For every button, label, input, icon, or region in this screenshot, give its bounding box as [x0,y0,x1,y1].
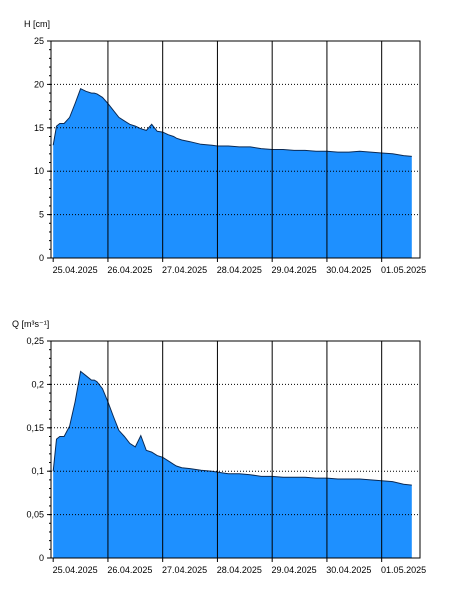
x-tick-label: 27.04.2025 [162,565,207,575]
y-tick-label: 0,25 [26,336,44,346]
discharge-chart: 0 0,05 0,1 0,15 0,2 0,25 25.04.2025 26.04.2025 2… [12,319,426,575]
y-tick-label: 10 [34,166,44,176]
x-tick-label: 01.05.2025 [381,565,426,575]
x-tick-label: 25.04.2025 [53,265,98,275]
x-tick-label: 27.04.2025 [162,265,207,275]
y-tick-label: 20 [34,79,44,89]
plot-frame [50,40,421,259]
x-tick-label: 29.04.2025 [272,265,317,275]
x-tick-label: 26.04.2025 [107,565,152,575]
x-tick-label: 26.04.2025 [107,265,152,275]
y-tick-label: 0,1 [31,466,44,476]
y-tick-label: 15 [34,123,44,133]
y-tick-label: 0,15 [26,423,44,433]
x-tick-label: 30.04.2025 [326,265,371,275]
x-tick-label: 25.04.2025 [53,565,98,575]
y-axis-label: H [cm] [24,19,50,29]
y-tick-label: 0,05 [26,510,44,520]
x-tick-label: 28.04.2025 [217,265,262,275]
x-tick-label: 01.05.2025 [381,265,426,275]
y-tick-label: 5 [39,210,44,220]
y-tick-label: 0,2 [31,379,44,389]
plot-frame [50,340,421,559]
x-tick-label: 28.04.2025 [217,565,262,575]
x-tick-label: 30.04.2025 [326,565,371,575]
x-tick-label: 29.04.2025 [272,565,317,575]
y-tick-label: 0 [39,253,44,263]
water-level-chart: 0 5 10 15 20 25 25.04.2025 26.04.2025 27.04.2025… [24,19,426,275]
series-area [53,88,412,258]
y-tick-label: 0 [39,553,44,563]
y-axis-label: Q [m³s⁻¹] [12,319,49,329]
y-tick-label: 25 [34,36,44,46]
series-area [53,371,412,558]
